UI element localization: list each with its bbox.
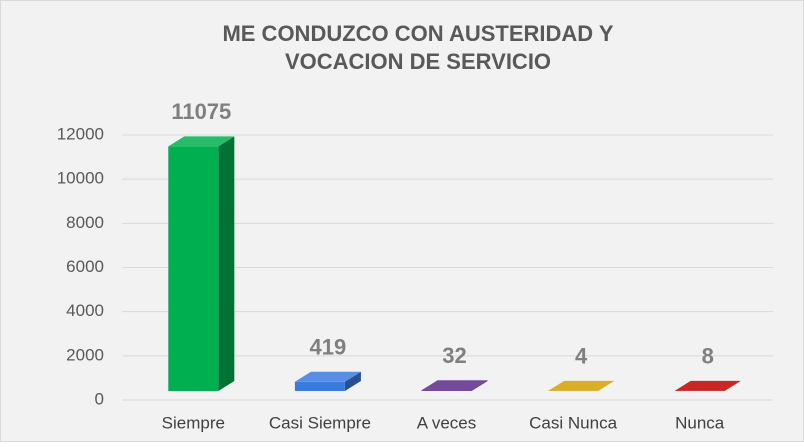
value-label: 8 — [702, 344, 714, 369]
value-label: 419 — [310, 335, 347, 360]
chart-title: ME CONDUZCO CON AUSTERIDAD Y — [222, 21, 613, 46]
value-label: 32 — [442, 343, 466, 368]
y-tick-label: 6000 — [66, 257, 104, 276]
bar-side — [218, 136, 234, 391]
x-tick-label: Casi Siempre — [269, 413, 371, 432]
chart-title: VOCACION DE SERVICIO — [285, 49, 551, 74]
y-tick-label: 10000 — [57, 169, 104, 188]
value-label: 11075 — [171, 99, 231, 124]
x-tick-label: Nunca — [675, 413, 725, 432]
bar-front — [422, 390, 472, 391]
x-tick-label: Siempre — [162, 413, 225, 432]
bar-front — [295, 382, 345, 391]
x-tick-label: A veces — [417, 413, 477, 432]
x-tick-label: Casi Nunca — [529, 413, 617, 432]
value-label: 4 — [575, 344, 588, 369]
y-tick-label: 0 — [95, 389, 104, 408]
y-tick-label: 2000 — [66, 345, 104, 364]
y-tick-label: 12000 — [57, 124, 104, 143]
y-tick-label: 4000 — [66, 301, 104, 320]
bar-front — [168, 146, 218, 391]
bar — [168, 136, 234, 391]
y-tick-label: 8000 — [66, 213, 104, 232]
